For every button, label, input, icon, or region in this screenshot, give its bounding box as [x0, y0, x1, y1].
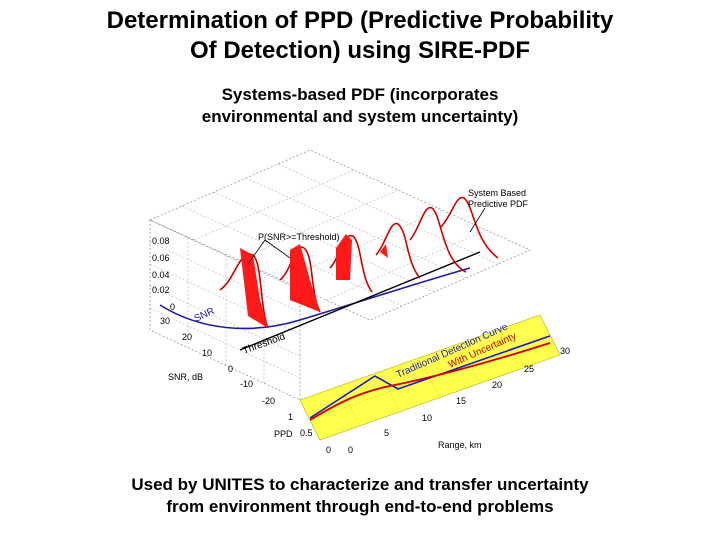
snr-axis-label: SNR, dB [168, 372, 203, 382]
range-tick-6: 30 [560, 346, 570, 356]
footer-line-2: from environment through end-to-end prob… [166, 497, 554, 516]
ppd-threshold-label: P(SNR>=Threshold) [258, 232, 340, 242]
snr-tick-1: 20 [182, 332, 192, 342]
snr-tick-0: 30 [160, 316, 170, 326]
slide-title: Determination of PPD (Predictive Probabi… [0, 6, 720, 66]
range-tick-1: 5 [384, 428, 389, 438]
snr-tick-4: -10 [240, 379, 253, 389]
snr-tick-5: -20 [262, 396, 275, 406]
snr-curve-label: SNR [193, 306, 217, 325]
slide-subtitle: Systems-based PDF (incorporates environm… [0, 84, 720, 128]
ppd-tick-0: 1 [288, 412, 293, 422]
uncertainty-detection-curve [309, 342, 551, 421]
title-line-1: Determination of PPD (Predictive Probabi… [106, 7, 614, 34]
pdf-curve-4 [375, 222, 421, 279]
pdf-tick-1: 0.06 [152, 253, 170, 263]
pdf-curve-2 [279, 246, 321, 313]
traditional-detection-curve [309, 335, 551, 419]
threshold-line [239, 251, 481, 351]
range-tick-0: 0 [348, 445, 353, 455]
snr-tick-2: 10 [202, 348, 212, 358]
pdf-tick-2: 0.04 [152, 270, 170, 280]
system-pdf-label-2: Predictive PDF [468, 199, 529, 209]
title-line-2: Of Detection) using SIRE-PDF [189, 37, 530, 64]
pdf-fill-2 [290, 244, 320, 312]
ppd-tick-1: 0.5 [300, 428, 313, 438]
system-pdf-label-1: System Based [468, 188, 526, 198]
pdf-fill-4 [380, 244, 388, 258]
slide-footer: Used by UNITES to characterize and trans… [0, 474, 720, 518]
pdf-tick-3: 0.02 [152, 285, 170, 295]
snr-tick-3: 0 [228, 364, 233, 374]
subtitle-line-2: environmental and system uncertainty) [201, 107, 519, 126]
snr-curve [159, 267, 471, 330]
pdf-tick-0: 0.08 [152, 236, 170, 246]
threshold-label: Threshold [241, 331, 287, 357]
annotation-leaders [247, 207, 486, 265]
pdf-fill-1 [240, 248, 268, 328]
sire-pdf-3d-figure: System Based Predictive PDF P(SNR>=Thres… [149, 149, 570, 455]
pdf-tick-4: 0 [170, 302, 175, 312]
subtitle-line-1: Systems-based PDF (incorporates [221, 85, 499, 104]
ppd-tick-2: 0 [326, 445, 331, 455]
pdf-curves [219, 196, 499, 329]
range-tick-4: 20 [492, 380, 502, 390]
pdf-curve-5 [409, 206, 467, 273]
range-axis-label: Range, km [438, 440, 482, 450]
ppd-axis-label: PPD [274, 429, 293, 439]
range-tick-2: 10 [422, 413, 432, 423]
grid-back-wall [149, 149, 531, 321]
pdf-fill-3 [336, 234, 352, 280]
range-tick-3: 15 [456, 396, 466, 406]
footer-line-1: Used by UNITES to characterize and trans… [131, 475, 589, 494]
range-tick-5: 25 [524, 364, 534, 374]
pdf-curve-6 [439, 196, 499, 259]
